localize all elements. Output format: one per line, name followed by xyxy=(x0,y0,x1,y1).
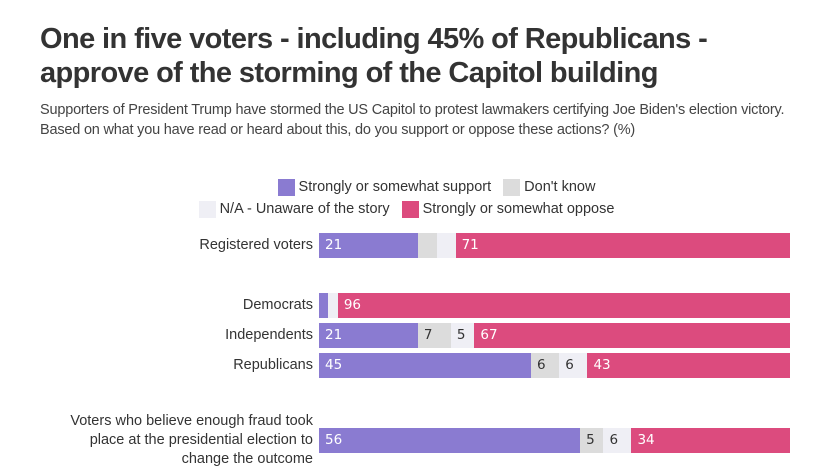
data-label-support: 56 xyxy=(325,432,343,448)
legend-item-na: N/A - Unaware of the story xyxy=(198,200,390,218)
bar-segment-dont_know xyxy=(530,353,560,378)
bar-segment-na xyxy=(436,233,456,258)
bar-segment-dont_know xyxy=(580,428,604,453)
bar-segment-na xyxy=(603,428,632,453)
legend-label-oppose: Strongly or somewhat oppose xyxy=(422,201,615,217)
legend-swatch-na xyxy=(198,200,216,218)
data-label-dont_know: 6 xyxy=(536,357,546,373)
data-label-oppose: 67 xyxy=(480,327,498,343)
data-label-oppose: 71 xyxy=(461,237,479,253)
row-label: Independents xyxy=(225,327,313,343)
data-label-na: 6 xyxy=(609,432,619,448)
legend-swatch-support xyxy=(277,178,295,196)
bar-segment-na xyxy=(328,293,338,318)
bar-segment-na xyxy=(450,323,475,348)
bar-segment-support xyxy=(319,428,581,453)
bar-segment-oppose xyxy=(455,233,790,258)
legend-item-support: Strongly or somewhat support xyxy=(277,178,492,196)
row-label: Voters who believe enough fraud took pla… xyxy=(70,413,313,467)
bar-segment-support xyxy=(319,353,531,378)
legend-swatch-dont-know xyxy=(503,178,521,196)
data-label-oppose: 34 xyxy=(637,432,655,448)
row-label: Democrats xyxy=(242,297,313,313)
data-label-support: 21 xyxy=(325,327,343,343)
legend-item-oppose: Strongly or somewhat oppose xyxy=(401,200,615,218)
row-label: Registered voters xyxy=(199,237,313,253)
bar-segment-dont_know xyxy=(417,233,437,258)
legend-label-support: Strongly or somewhat support xyxy=(298,179,492,195)
bar-segment-oppose xyxy=(631,428,790,453)
chart-subtitle: Supporters of President Trump have storm… xyxy=(40,102,785,138)
data-label-dont_know: 7 xyxy=(423,327,433,343)
bar-segment-oppose xyxy=(474,323,790,348)
legend-label-na: N/A - Unaware of the story xyxy=(219,201,390,217)
bar-segment-support xyxy=(319,293,329,318)
legend-label-dont-know: Don't know xyxy=(524,179,596,195)
legend: Strongly or somewhat support Don't know … xyxy=(0,176,813,220)
data-label-dont_know: 5 xyxy=(586,432,595,448)
legend-swatch-oppose xyxy=(401,200,419,218)
legend-item-dont-know: Don't know xyxy=(503,178,596,196)
bar-segment-support xyxy=(319,233,418,258)
data-label-na: 5 xyxy=(456,327,466,343)
data-label-na: 6 xyxy=(565,357,574,373)
bar-segment-support xyxy=(319,323,418,348)
row-label: Republicans xyxy=(233,357,313,373)
data-label-oppose: 43 xyxy=(593,357,611,373)
data-label-support: 45 xyxy=(325,357,343,373)
data-label-oppose: 96 xyxy=(343,297,362,313)
chart-title: One in five voters - including 45% of Re… xyxy=(40,23,708,89)
bar-segment-oppose xyxy=(587,353,790,378)
data-label-support: 21 xyxy=(325,237,343,253)
bar-segment-dont_know xyxy=(417,323,451,348)
bar-segment-na xyxy=(559,353,588,378)
bar-segment-oppose xyxy=(337,293,790,318)
